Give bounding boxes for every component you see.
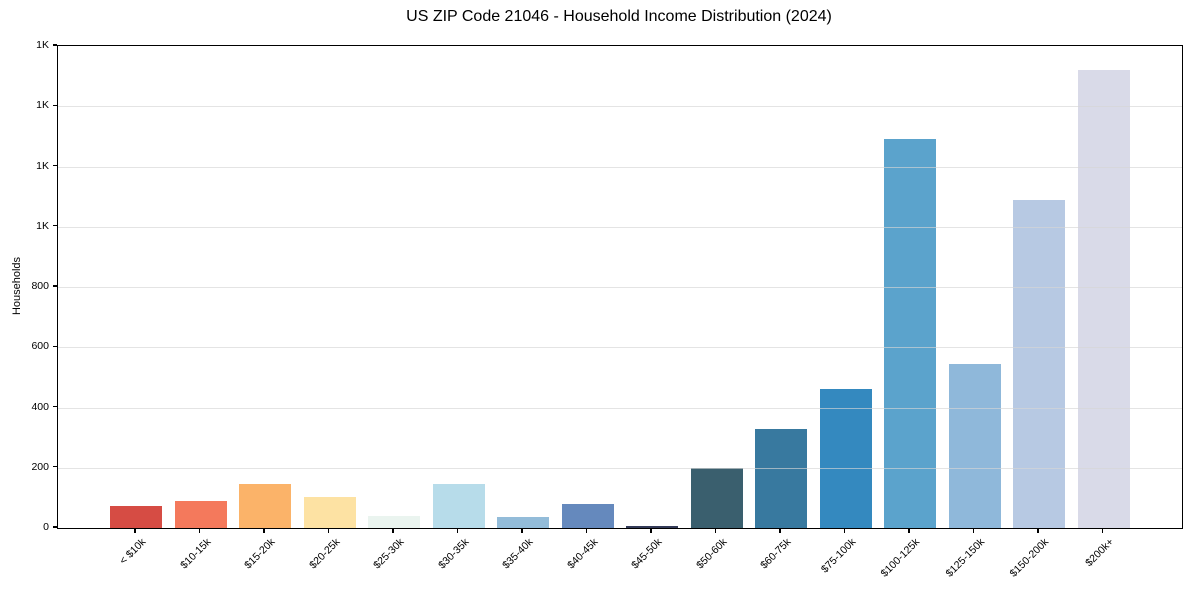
y-tick-label-400: 400 [31, 400, 49, 413]
y-tick-600 [52, 345, 57, 347]
y-tick-0 [52, 526, 57, 528]
chart-title: US ZIP Code 21046 - Household Income Dis… [406, 8, 832, 25]
y-tick-800 [52, 285, 57, 287]
x-tick-$35-40k [521, 528, 523, 533]
y-tick-200 [52, 466, 57, 468]
x-tick-$20-25k [327, 528, 330, 533]
x-tick-label-$25-30k: $25-30k [371, 536, 407, 572]
y-tick-label-0: 0 [43, 521, 49, 533]
bar-$75-100k [819, 389, 872, 528]
x-tick-label-$75-100k: $75-100k [818, 536, 858, 576]
bar-$100-125k [884, 139, 936, 528]
x-tick-label-$150-200k: $150-200k [1007, 536, 1052, 580]
bar-$125-150k [948, 363, 1001, 528]
x-tick-label-$200k+: $200k+ [1082, 536, 1116, 570]
bar-$35-40k [497, 517, 549, 528]
y-tick-400 [52, 405, 57, 408]
bar-$60-75k [755, 428, 807, 528]
bar-$50-60k [690, 467, 743, 528]
x-tick-$60-75k [779, 528, 781, 533]
bar-< $10k [110, 506, 162, 528]
bars-layer [58, 46, 1182, 528]
y-tick-1000 [52, 225, 57, 227]
y-tick-label-800: 800 [31, 280, 49, 292]
bar-$40-45k [561, 503, 614, 528]
x-tick-label-$20-25k: $20-25k [306, 536, 342, 572]
bar-$25-30k [368, 515, 420, 528]
y-tick-1400 [52, 104, 57, 106]
bar-$20-25k [303, 496, 356, 528]
x-tick-$125-150k [972, 528, 975, 533]
y-tick-label-600: 600 [31, 340, 49, 353]
x-tick-$45-50k [650, 528, 652, 533]
bar-$30-35k [432, 484, 485, 528]
bar-$10-15k [174, 500, 227, 528]
y-tick-1600 [52, 44, 57, 46]
x-tick-label-$15-20k: $15-20k [242, 536, 278, 572]
x-tick-label-$50-60k: $50-60k [693, 536, 729, 572]
x-tick-$40-45k [585, 528, 588, 533]
x-tick-label-< $10k: < $10k [117, 536, 149, 567]
x-tick-label-$30-35k: $30-35k [435, 536, 471, 572]
x-tick-label-$60-75k: $60-75k [758, 536, 794, 572]
x-tick-$50-60k [714, 528, 717, 533]
y-tick-1200 [52, 164, 57, 167]
bar-$15-20k [239, 484, 291, 528]
x-tick-label-$125-150k: $125-150k [943, 536, 987, 580]
x-tick-$30-35k [456, 528, 459, 533]
x-tick-$10-15k [198, 528, 201, 533]
y-tick-label-1600: 1K [36, 39, 49, 51]
x-tick-$200k+ [1101, 528, 1104, 533]
x-tick-$100-125k [908, 528, 910, 533]
x-tick-label-$35-40k: $35-40k [500, 536, 536, 572]
x-tick-$150-200k [1037, 528, 1039, 533]
x-tick-$25-30k [392, 528, 394, 533]
x-tick-label-$45-50k: $45-50k [629, 536, 665, 572]
y-tick-label-200: 200 [31, 460, 49, 473]
y-tick-label-1200: 1K [36, 159, 49, 172]
y-tick-label-1400: 1K [36, 99, 49, 112]
x-tick-$15-20k [263, 528, 265, 533]
x-tick-< $10k [134, 528, 136, 533]
x-tick-label-$10-15k: $10-15k [177, 536, 213, 572]
bar-$45-50k [626, 525, 678, 528]
x-tick-label-$100-125k: $100-125k [878, 536, 923, 580]
plot-area [57, 45, 1183, 529]
x-tick-$75-100k [843, 528, 846, 533]
bar-$150-200k [1013, 199, 1065, 528]
y-tick-label-1000: 1K [36, 219, 49, 232]
bar-$200k+ [1077, 70, 1130, 528]
x-tick-label-$40-45k: $40-45k [564, 536, 600, 572]
